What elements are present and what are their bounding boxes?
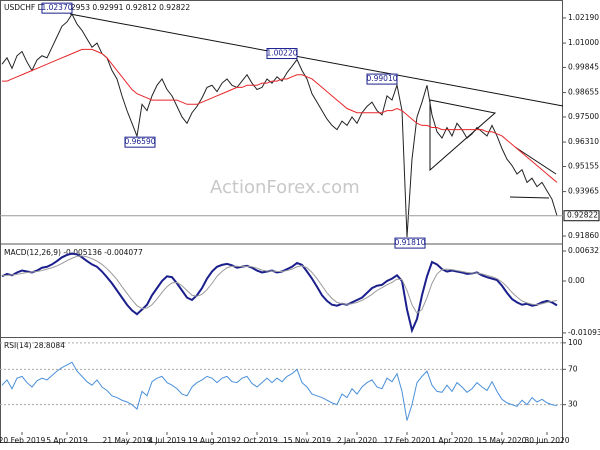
value-label-box — [266, 48, 298, 60]
y-tick-label: 0.98655 — [568, 88, 599, 97]
y-tick-label: 0.006321 — [568, 246, 600, 255]
x-tick-label: 20 Feb 2019 — [0, 436, 46, 445]
value-label: 0.99010 — [366, 74, 397, 83]
y-tick-label: 0.00 — [568, 276, 585, 285]
x-tick-label: 2 Oct 2019 — [236, 436, 278, 445]
value-label: 1.00220 — [266, 49, 297, 58]
watermark: ActionForex.com — [210, 177, 360, 198]
x-tick-label: 4 Jul 2019 — [148, 436, 186, 445]
y-tick-label: 1.01000 — [568, 38, 599, 47]
x-tick-label: 15 Nov 2019 — [283, 436, 331, 445]
value-label: 1.02370 — [41, 3, 72, 12]
y-tick-label: -0.010939 — [568, 328, 600, 337]
x-tick-label: 15 May 2020 — [478, 436, 527, 445]
x-tick-label: 2 Jan 2020 — [337, 436, 377, 445]
plot-frame — [0, 0, 563, 443]
panel-title: RSI(14) 28.8084 — [4, 341, 65, 350]
value-label-box — [41, 2, 73, 14]
trend-line — [509, 196, 550, 199]
triangle-pattern — [429, 99, 497, 172]
x-tick-label: 17 Feb 2020 — [384, 436, 431, 445]
y-tick-label: 100 — [568, 338, 583, 347]
x-tick-label: 21 May 2019 — [103, 436, 152, 445]
y-tick-label: 30 — [568, 400, 578, 409]
trend-line — [514, 146, 557, 175]
y-tick-label: 0.99845 — [568, 62, 599, 71]
series-line — [2, 48, 558, 183]
y-tick-label: 0.95155 — [568, 161, 599, 170]
y-tick-label: 0.91860 — [568, 231, 599, 240]
panel-title: USDCHF Daily 0.92953 0.92991 0.92812 0.9… — [4, 3, 190, 12]
series-line — [1, 361, 558, 421]
x-tick-label: 19 Aug 2019 — [188, 436, 236, 445]
y-tick-label: 0.96310 — [568, 137, 599, 146]
y-tick-label: 1.02190 — [568, 13, 599, 22]
x-tick-label: 1 Apr 2020 — [431, 436, 473, 445]
x-tick-label: 30 Jun 2020 — [524, 436, 569, 445]
series-line — [1, 13, 558, 238]
last-price-box — [563, 210, 600, 222]
value-label: 0.96590 — [124, 137, 155, 146]
value-label-box — [124, 136, 156, 148]
series-line — [2, 255, 558, 315]
panel-title: MACD(12,26,9) -0.005136 -0.004077 — [4, 248, 143, 257]
y-tick-label: 0.97500 — [568, 112, 599, 121]
trend-line — [69, 13, 564, 107]
y-tick-label: 0.93965 — [568, 187, 599, 196]
value-label-box — [394, 237, 426, 249]
value-label-box — [366, 73, 398, 85]
last-price-label: 0.92822 — [567, 211, 598, 220]
value-label: 0.91810 — [394, 238, 425, 247]
x-tick-label: 5 Apr 2019 — [46, 436, 88, 445]
y-tick-label: 70 — [568, 364, 578, 373]
